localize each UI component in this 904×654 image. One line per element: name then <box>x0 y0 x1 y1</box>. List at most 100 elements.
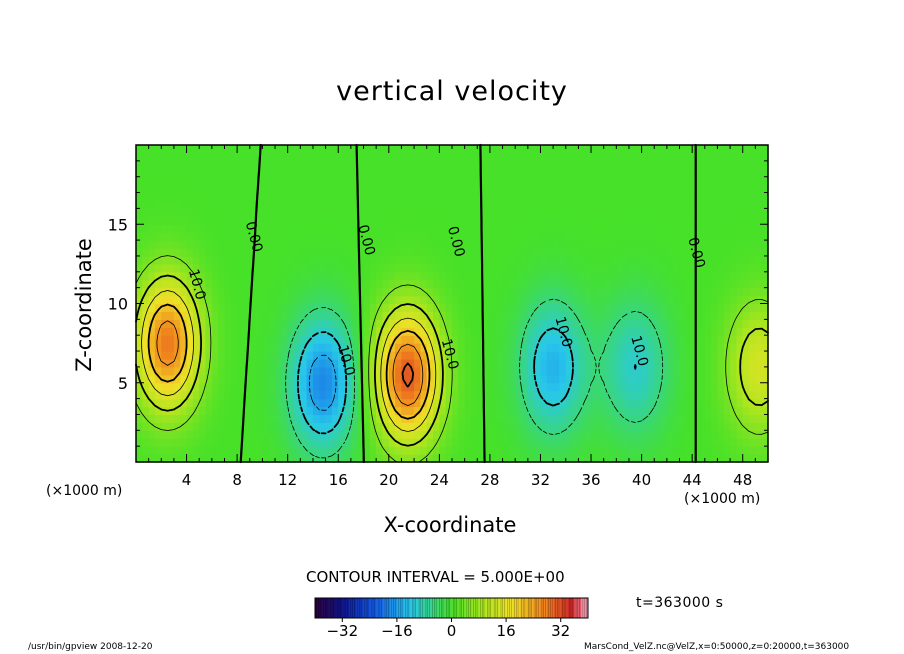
heatmap-cell <box>761 311 769 320</box>
heatmap-cell <box>325 255 333 265</box>
heatmap-cell <box>704 145 712 154</box>
heatmap-cell <box>534 446 542 455</box>
heatmap-cell <box>426 255 434 265</box>
heatmap-cell <box>161 414 169 423</box>
heatmap-cell <box>331 232 339 241</box>
heatmap-cell <box>572 390 579 400</box>
heatmap-cell <box>161 327 169 336</box>
heatmap-cell <box>489 216 497 225</box>
heatmap-cell <box>730 343 737 352</box>
heatmap-cell <box>350 232 358 241</box>
heatmap-cell <box>666 398 674 408</box>
heatmap-cell <box>540 192 548 202</box>
heatmap-cell <box>414 374 421 384</box>
heatmap-cell <box>401 216 409 225</box>
heatmap-cell <box>230 145 238 154</box>
heatmap-cell <box>622 422 630 431</box>
heatmap-cell <box>142 176 150 186</box>
heatmap-cell <box>205 343 213 352</box>
heatmap-cell <box>344 351 352 360</box>
heatmap-cell <box>654 422 662 431</box>
heatmap-cell <box>154 446 162 455</box>
heatmap-cell <box>154 287 162 297</box>
heatmap-cell <box>224 390 232 400</box>
heatmap-cell <box>445 287 453 297</box>
heatmap-cell <box>275 311 282 320</box>
heatmap-cell <box>136 176 143 186</box>
heatmap-cell <box>331 311 339 320</box>
heatmap-cell <box>350 335 358 344</box>
heatmap-cell <box>445 232 453 241</box>
heatmap-cell <box>572 358 579 368</box>
heatmap-cell <box>218 335 226 344</box>
heatmap-cell <box>660 160 668 170</box>
heatmap-cell <box>698 430 706 439</box>
heatmap-cell <box>300 176 308 186</box>
heatmap-cell <box>268 398 276 408</box>
heatmap-cell <box>407 295 415 305</box>
heatmap-cell <box>584 343 592 352</box>
heatmap-cell <box>180 208 188 217</box>
heatmap-cell <box>205 382 213 392</box>
heatmap-cell <box>761 145 769 154</box>
heatmap-cell <box>262 200 270 209</box>
heatmap-cell <box>306 382 314 392</box>
heatmap-cell <box>350 160 358 170</box>
heatmap-cell <box>401 398 409 408</box>
heatmap-cell <box>559 208 567 217</box>
heatmap-cell <box>401 319 409 328</box>
heatmap-cell <box>597 176 605 186</box>
heatmap-cell <box>281 390 289 400</box>
heatmap-cell <box>192 295 200 305</box>
heatmap-cell <box>578 327 586 336</box>
heatmap-cell <box>698 406 706 416</box>
heatmap-cell <box>591 406 598 416</box>
heatmap-cell <box>237 200 245 209</box>
heatmap-cell <box>414 152 421 162</box>
heatmap-cell <box>180 390 188 400</box>
heatmap-cell <box>230 287 238 297</box>
heatmap-cell <box>622 200 630 209</box>
heatmap-cell <box>414 382 421 392</box>
heatmap-cell <box>483 343 491 352</box>
heatmap-cell <box>616 160 624 170</box>
heatmap-cell <box>597 145 605 154</box>
heatmap-cell <box>218 160 226 170</box>
heatmap-cell <box>679 263 687 273</box>
heatmap-cell <box>142 454 150 463</box>
heatmap-cell <box>192 406 200 416</box>
heatmap-cell <box>496 454 504 463</box>
heatmap-cell <box>331 374 339 384</box>
heatmap-cell <box>142 279 150 289</box>
heatmap-cell <box>338 279 346 289</box>
heatmap-cell <box>401 152 409 162</box>
heatmap-cell <box>338 287 346 297</box>
heatmap-cell <box>452 351 459 360</box>
heatmap-cell <box>148 216 156 225</box>
heatmap-cell <box>363 255 371 265</box>
heatmap-cell <box>464 295 472 305</box>
heatmap-cell <box>616 287 624 297</box>
heatmap-cell <box>275 271 282 281</box>
heatmap-cell <box>711 176 719 186</box>
heatmap-cell <box>306 358 314 368</box>
heatmap-cell <box>414 390 421 400</box>
heatmap-cell <box>287 414 295 423</box>
heatmap-cell <box>426 216 434 225</box>
heatmap-cell <box>749 216 756 225</box>
heatmap-cell <box>628 390 636 400</box>
heatmap-cell <box>755 438 763 447</box>
heatmap-cell <box>445 224 453 233</box>
heatmap-cell <box>508 422 516 431</box>
heatmap-cell <box>186 240 194 249</box>
heatmap-cell <box>622 152 630 162</box>
heatmap-cell <box>723 160 731 170</box>
heatmap-cell <box>287 255 295 265</box>
heatmap-cell <box>300 319 308 328</box>
heatmap-cell <box>275 192 282 202</box>
heatmap-cell <box>369 335 377 344</box>
heatmap-cell <box>458 335 466 344</box>
heatmap-cell <box>407 406 415 416</box>
heatmap-cell <box>464 248 472 257</box>
heatmap-cell <box>534 406 542 416</box>
